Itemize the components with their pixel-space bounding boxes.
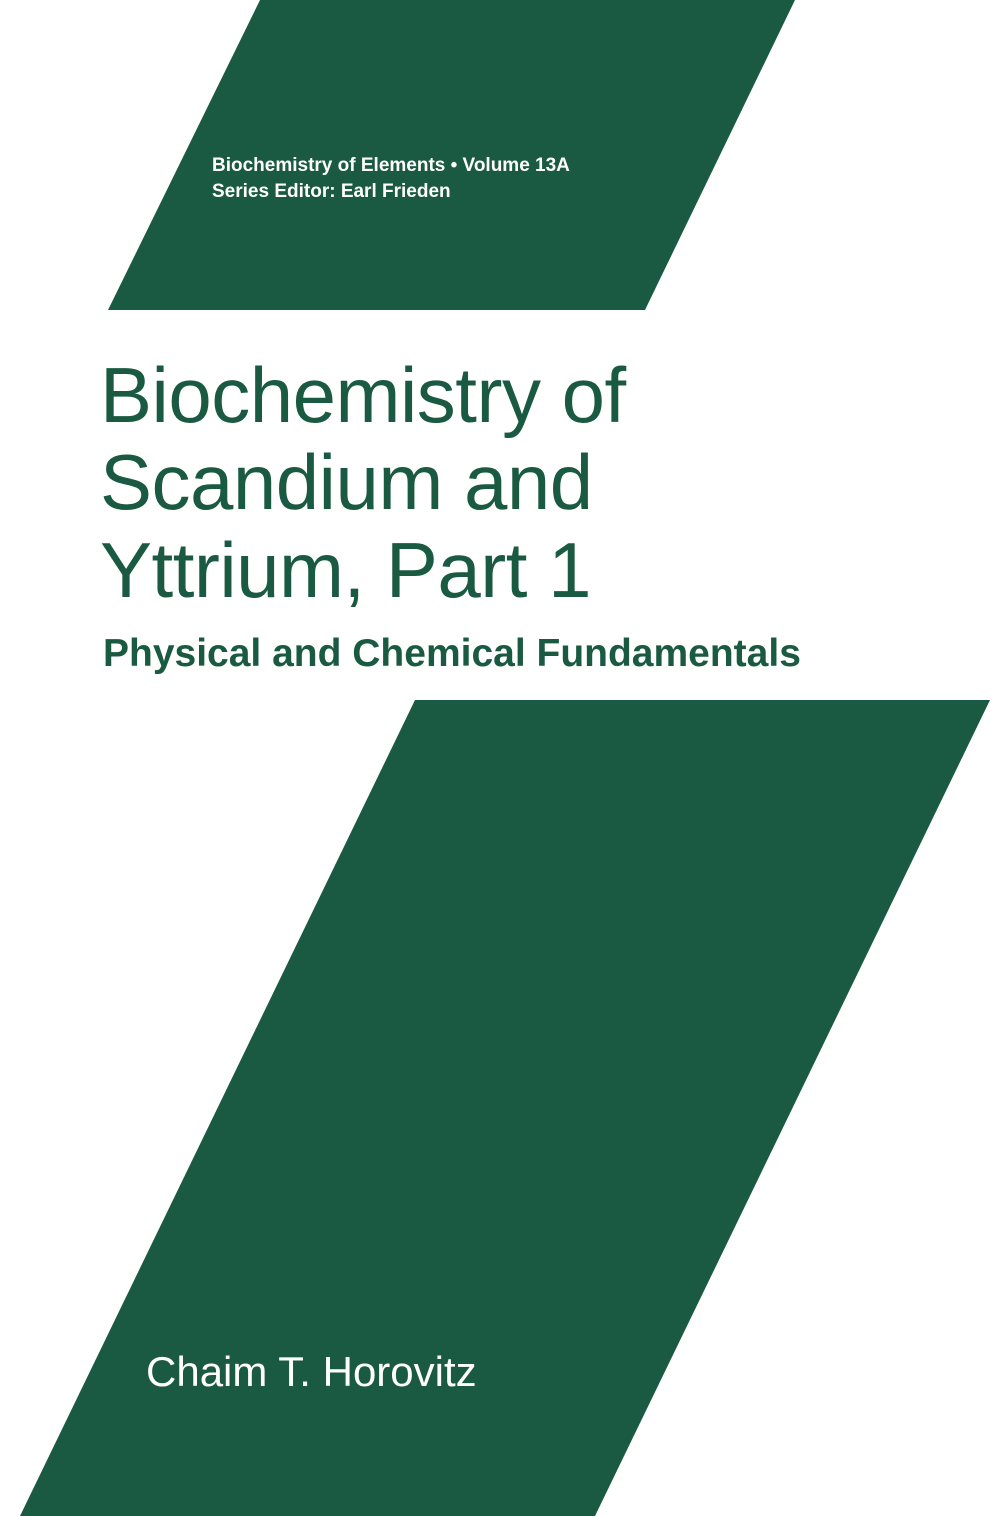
series-line-1: Biochemistry of Elements • Volume 13A <box>212 153 570 179</box>
book-subtitle: Physical and Chemical Fundamentals <box>103 632 801 676</box>
title-line-3: Yttrium, Part 1 <box>100 527 801 614</box>
author-name: Chaim T. Horovitz <box>146 1348 477 1396</box>
title-line-2: Scandium and <box>100 439 801 526</box>
book-title: Biochemistry of Scandium and Yttrium, Pa… <box>100 352 801 614</box>
series-info-block: Biochemistry of Elements • Volume 13A Se… <box>212 153 570 204</box>
title-block: Biochemistry of Scandium and Yttrium, Pa… <box>100 352 801 676</box>
bottom-parallelogram <box>0 0 1000 1516</box>
title-line-1: Biochemistry of <box>100 352 801 439</box>
series-line-2: Series Editor: Earl Frieden <box>212 179 570 205</box>
